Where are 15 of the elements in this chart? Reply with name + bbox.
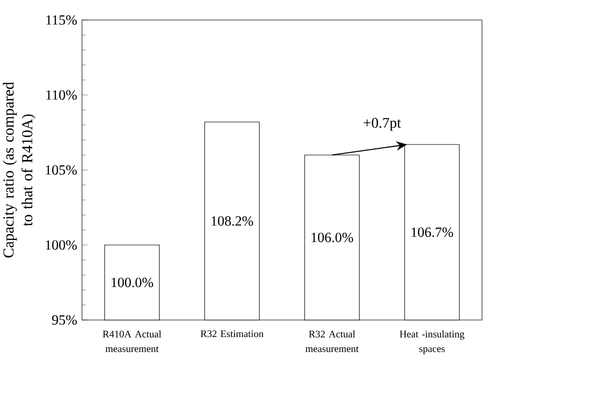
y-tick-label: 110%: [46, 90, 77, 100]
x-tick-label: Heat -insulating spaces: [400, 330, 464, 354]
x-tick-label: R32 Estimation: [200, 330, 264, 338]
data-label: 100.0%: [112, 278, 154, 288]
y-tick-label: 100%: [46, 240, 77, 250]
x-tick-label: R410A Actual measurement: [102, 330, 162, 352]
data-label: 108.2%: [212, 216, 254, 226]
x-tick-label: R32 Actual measurement: [306, 330, 359, 352]
data-label: 106.7%: [412, 228, 454, 237]
y-tick-label: 115%: [46, 15, 77, 25]
y-tick-label: 105%: [46, 165, 77, 175]
annotation: +0.7pt: [364, 118, 401, 131]
data-label: 106.0%: [312, 232, 354, 242]
y-axis-title: Capacity ratio (as compared to that of R410A): [2, 82, 36, 258]
y-tick-label: 95%: [52, 315, 77, 325]
